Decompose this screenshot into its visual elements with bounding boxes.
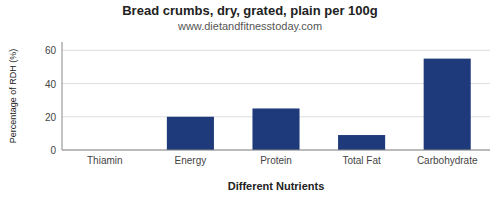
bar [338,135,385,150]
bars [167,59,471,150]
x-tick-label: Protein [260,155,292,166]
chart: Bread crumbs, dry, grated, plain per 100… [0,0,500,200]
bar [252,108,299,150]
y-axis-line [62,42,63,150]
y-tick-label: 40 [45,79,57,90]
y-tick-label: 60 [45,45,57,56]
x-axis-line [62,150,490,151]
x-tick-label: Energy [175,155,207,166]
title: Bread crumbs, dry, grated, plain per 100… [122,3,378,18]
grid-line [62,50,490,51]
x-tick-label: Carbohydrate [417,155,478,166]
grid-line [62,150,490,151]
y-tick-label: 20 [45,112,57,123]
bar [167,117,214,150]
bar [424,59,471,150]
subtitle: www.dietandfitnesstoday.com [177,20,322,32]
y-axis-label: Percentage of RDH (%) [8,49,18,144]
y-axis: 0 20 40 60 [45,45,490,156]
x-tick-label: Thiamin [87,155,123,166]
y-tick-label: 0 [50,145,56,156]
x-tick-label: Total Fat [342,155,381,166]
x-axis-label: Different Nutrients [228,180,325,192]
